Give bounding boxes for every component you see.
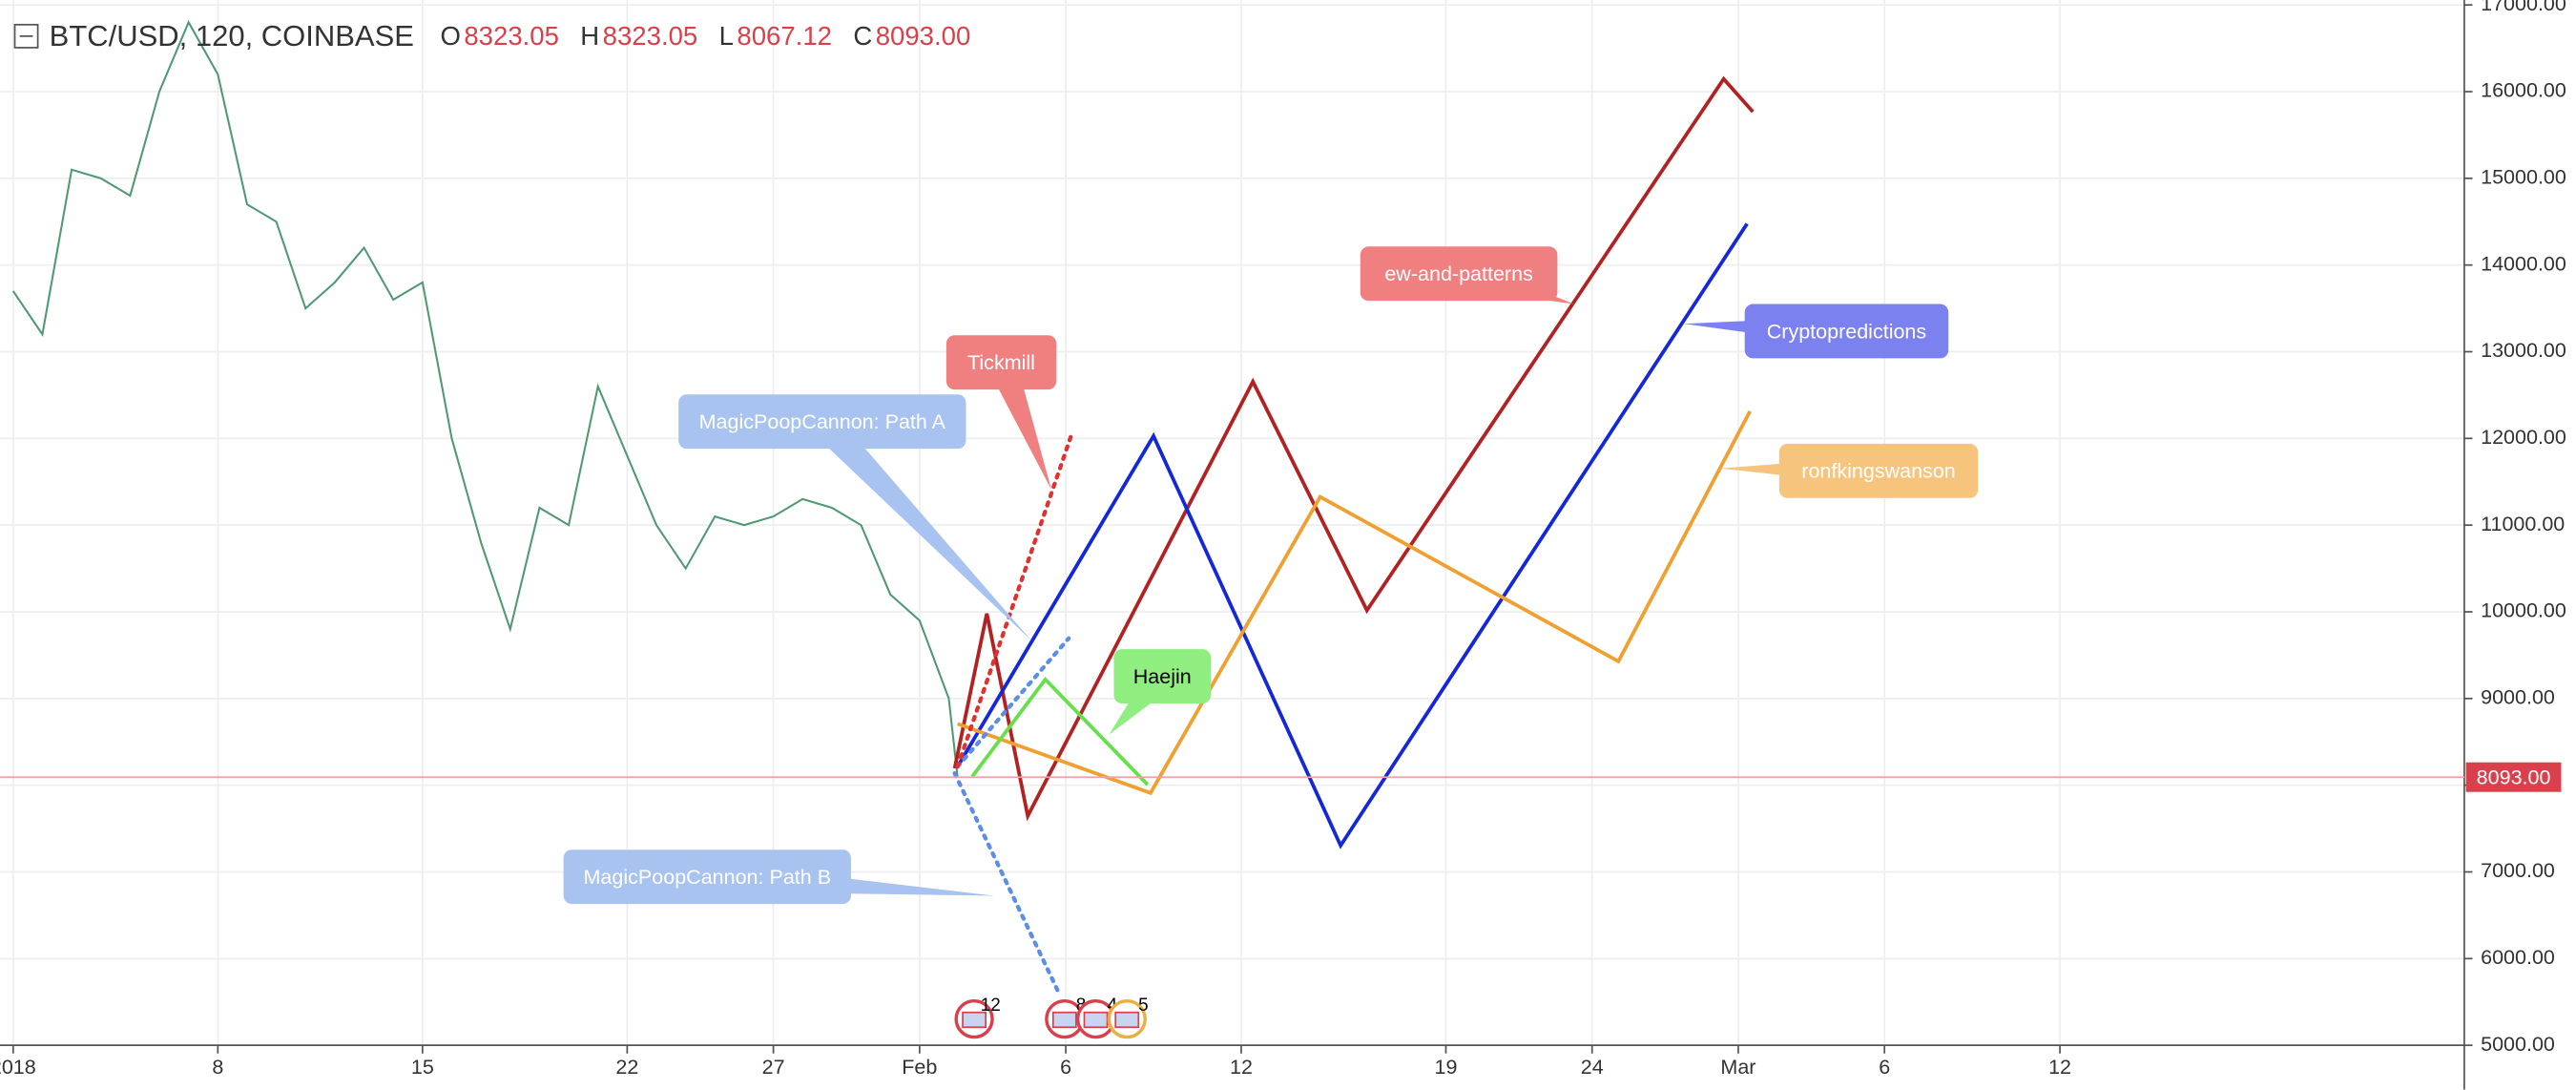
ohlc-value: 8323.05: [464, 21, 559, 51]
ohlc-key: L: [719, 21, 734, 51]
prediction-line: [955, 431, 1074, 769]
callout-label: Tickmill: [967, 351, 1035, 374]
ohlc-key: H: [580, 21, 599, 51]
event-flag: [1051, 1011, 1077, 1029]
x-tick-label: Mar: [1720, 1056, 1755, 1079]
last-price-box: [2465, 762, 2562, 792]
callout-pointer: [811, 410, 1032, 641]
y-tick-label: 7000.00: [2481, 859, 2555, 882]
event-count: 4: [1107, 996, 1117, 1016]
callout-label: Haejin: [1133, 665, 1192, 688]
event-count: 12: [981, 996, 1001, 1016]
price-line: [11, 19, 959, 778]
event-count: 5: [1138, 996, 1149, 1016]
x-tick-label: 19: [1435, 1056, 1458, 1079]
callout-label: MagicPoopCannon: Path B: [584, 866, 832, 889]
event-flag: [962, 1011, 987, 1029]
y-tick-label: 16000.00: [2481, 79, 2566, 102]
prediction-line: [952, 770, 1063, 997]
prediction-line: [970, 676, 1150, 786]
y-tick-label: 5000.00: [2481, 1033, 2555, 1056]
y-tick-label: 10000.00: [2481, 599, 2566, 622]
callout-box: [1360, 246, 1558, 302]
x-tick-label: 15: [411, 1056, 434, 1079]
y-tick-label: 9000.00: [2481, 686, 2555, 709]
y-tick-label: 17000.00: [2481, 0, 2566, 15]
x-tick-label: 6: [1060, 1056, 1071, 1079]
ohlc-value: 8067.12: [737, 21, 832, 51]
event-flag: [1114, 1011, 1140, 1029]
event-flag: [1083, 1011, 1109, 1029]
prediction-line: [957, 410, 1752, 796]
callout-box: [563, 849, 851, 905]
x-tick-label: 6: [1879, 1056, 1890, 1079]
x-tick-label: 24: [1581, 1056, 1604, 1079]
callout-box: [945, 335, 1057, 390]
prediction-line: [956, 222, 1749, 849]
ohlc-key: C: [853, 21, 872, 51]
event-count: 8: [1076, 996, 1087, 1016]
callout-box: [1113, 649, 1212, 703]
ohlc-key: O: [440, 21, 460, 51]
y-tick-label: 15000.00: [2481, 166, 2566, 189]
callout-label: MagicPoopCannon: Path A: [699, 410, 946, 433]
x-tick-label: 12: [1230, 1056, 1253, 1079]
prediction-line: [955, 636, 1071, 769]
x-tick-label: 8: [212, 1056, 223, 1079]
callout-label: Cryptopredictions: [1767, 320, 1926, 343]
prediction-line: [952, 75, 1755, 822]
callout-box: [678, 394, 966, 450]
x-tick-label: 2018: [0, 1056, 36, 1079]
last-price-label: 8093.00: [2477, 766, 2551, 789]
symbol: BTC/USD, 120, COINBASE: [50, 19, 414, 52]
callout-label: ew-and-patterns: [1384, 262, 1532, 285]
y-tick-label: 14000.00: [2481, 252, 2566, 275]
collapse-button[interactable]: [13, 23, 39, 49]
x-tick-label: 22: [615, 1056, 638, 1079]
x-tick-label: 27: [762, 1056, 785, 1079]
callout-label: ronfkingswanson: [1801, 460, 1955, 483]
y-tick-label: 12000.00: [2481, 426, 2566, 449]
callout-box: [1744, 304, 1949, 359]
y-tick-label: 6000.00: [2481, 946, 2555, 969]
y-tick-label: 11000.00: [2481, 513, 2565, 535]
ohlc-value: 8093.00: [876, 21, 971, 51]
x-tick-label: 12: [2048, 1056, 2071, 1079]
x-tick-label: Feb: [902, 1056, 937, 1079]
callout-box: [1778, 443, 1979, 498]
ohlc-value: 8323.05: [603, 21, 698, 51]
y-tick-label: 13000.00: [2481, 339, 2566, 362]
callout-pointer: [987, 357, 1052, 491]
